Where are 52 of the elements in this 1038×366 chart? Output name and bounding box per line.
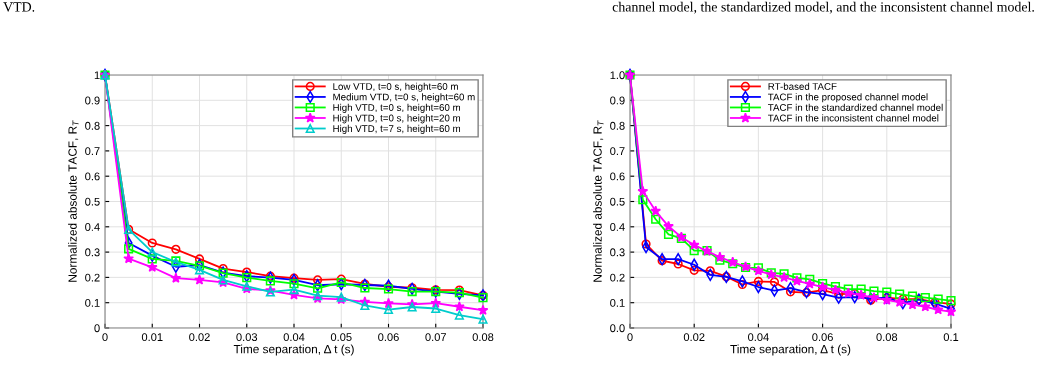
- legend-label: RT-based TACF: [768, 82, 837, 90]
- y-tick-label: 0.2: [610, 273, 625, 282]
- text: channel model, the standardized model, and the inconsistent channel model.: [612, 1, 1034, 14]
- x-tick-label: 0.05: [330, 333, 352, 342]
- y-tick-label: 0.9: [610, 96, 625, 105]
- x-tick-label: 0.06: [812, 333, 833, 342]
- y-tick-label: 0.7: [610, 147, 625, 156]
- legend-label: High VTD, t=7 s, height=60 m: [333, 124, 460, 134]
- legend-label: Low VTD, t=0 s, height=60 m: [333, 82, 458, 92]
- y-tick-label: 1.0: [610, 71, 625, 80]
- y-tick-label: 0.3: [610, 248, 625, 257]
- x-tick-label: 0.03: [236, 333, 258, 342]
- y-tick-label: 0.6: [85, 172, 100, 181]
- y-tick-label: 0.0: [610, 324, 625, 333]
- x-axis-title: Time separation, Δ t (s): [233, 344, 354, 356]
- x-tick-label: 0.02: [189, 333, 210, 342]
- y-tick-label: 1: [94, 71, 100, 80]
- y-tick-label: 0.1: [610, 298, 625, 307]
- y-tick-label: 0.6: [610, 172, 625, 181]
- x-tick-label: 0: [102, 333, 108, 342]
- y-tick-label: 0.4: [85, 223, 100, 231]
- x-tick-label: 0.06: [378, 333, 399, 342]
- y-tick-label: 0.8: [85, 121, 100, 130]
- x-axis-title: Time separation, Δ t (s): [730, 344, 851, 356]
- y-tick-label: 0.1: [85, 298, 100, 307]
- y-tick-label: 0.7: [85, 147, 100, 156]
- x-tick-label: 0.02: [683, 333, 705, 342]
- legend-label: Medium VTD, t=0 s, height=60 m: [333, 93, 475, 103]
- legend-label: TACF in the inconsistent channel model: [767, 114, 939, 122]
- y-axis-title: Normalized absolute TACF, R$_{T}$: [593, 120, 604, 282]
- y-tick-label: 0.2: [85, 273, 100, 282]
- x-tick-label: 0.04: [748, 333, 769, 342]
- legend-label: TACF in the standardized channel model: [767, 103, 943, 111]
- legend-label: High VTD, t=0 s, height=20 m: [333, 114, 460, 124]
- y-tick-label: 0.4: [610, 223, 625, 231]
- x-tick-label: 0.04: [283, 333, 305, 342]
- x-tick-label: 0.08: [472, 333, 494, 342]
- x-tick-label: 0.07: [425, 333, 447, 342]
- y-tick-label: 0.9: [85, 96, 100, 105]
- y-axis-title: Normalized absolute TACF, R$_{T}$: [68, 120, 79, 282]
- x-tick-label: 0.01: [141, 333, 163, 342]
- x-tick-label: 0.08: [876, 333, 898, 342]
- x-tick-label: 0: [627, 333, 633, 342]
- x-tick-label: 0.1: [943, 333, 959, 342]
- y-tick-label: 0.3: [85, 248, 100, 257]
- text: VTD.: [3, 2, 35, 12]
- y-tick-label: 0.5: [85, 197, 100, 206]
- y-tick-label: 0.5: [610, 197, 625, 206]
- y-tick-label: 0.8: [610, 121, 625, 130]
- legend-label: High VTD, t=0 s, height=60 m: [333, 103, 460, 113]
- legend-label: TACF in the proposed channel model: [767, 93, 928, 103]
- y-tick-label: 0: [94, 324, 100, 333]
